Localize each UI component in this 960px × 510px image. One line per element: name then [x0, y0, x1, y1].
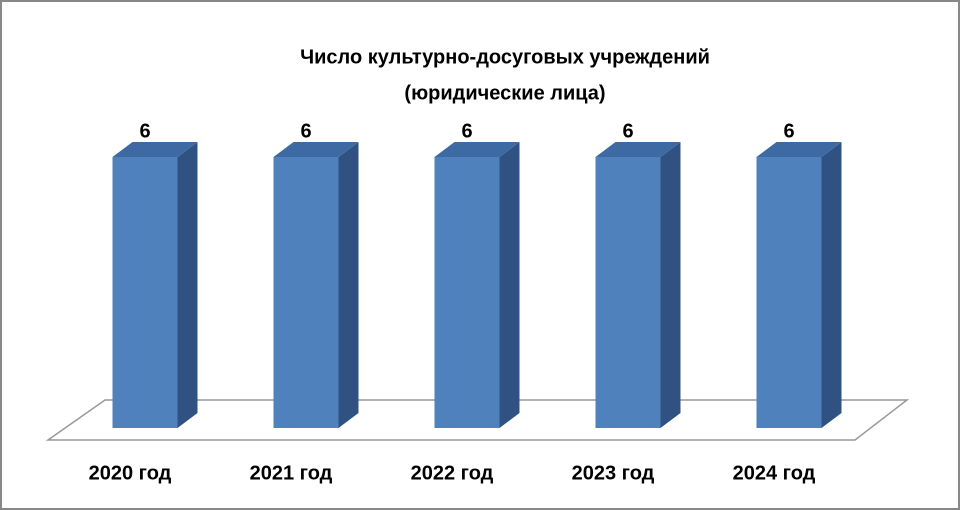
value-label: 6 [300, 120, 311, 142]
x-tick-label: 2020 год [89, 462, 172, 484]
x-tick-label: 2021 год [250, 462, 333, 484]
value-label: 6 [461, 120, 472, 142]
bar-top [434, 142, 520, 157]
x-tick-label: 2023 год [572, 462, 655, 484]
chart-title: Число культурно-досуговых учреждений [300, 46, 710, 68]
bar [273, 142, 359, 428]
bar-front [273, 157, 339, 428]
bar-front [595, 157, 661, 428]
bar-top [756, 142, 842, 157]
bar-front [756, 157, 822, 428]
x-tick-label: 2024 год [733, 462, 816, 484]
bar [756, 142, 842, 428]
bar-side [177, 142, 198, 428]
bar-top [595, 142, 681, 157]
chart-subtitle: (юридические лица) [404, 82, 605, 104]
bar-side [499, 142, 520, 428]
bar-side [821, 142, 842, 428]
bar [112, 142, 198, 428]
bar-side [338, 142, 359, 428]
value-label: 6 [622, 120, 633, 142]
value-label: 6 [139, 120, 150, 142]
bar [595, 142, 681, 428]
bar-side [660, 142, 681, 428]
bar-top [273, 142, 359, 157]
x-tick-label: 2022 год [411, 462, 494, 484]
value-label: 6 [783, 120, 794, 142]
bar-top [112, 142, 198, 157]
bar-front [434, 157, 500, 428]
bar-front [112, 157, 178, 428]
bar [434, 142, 520, 428]
